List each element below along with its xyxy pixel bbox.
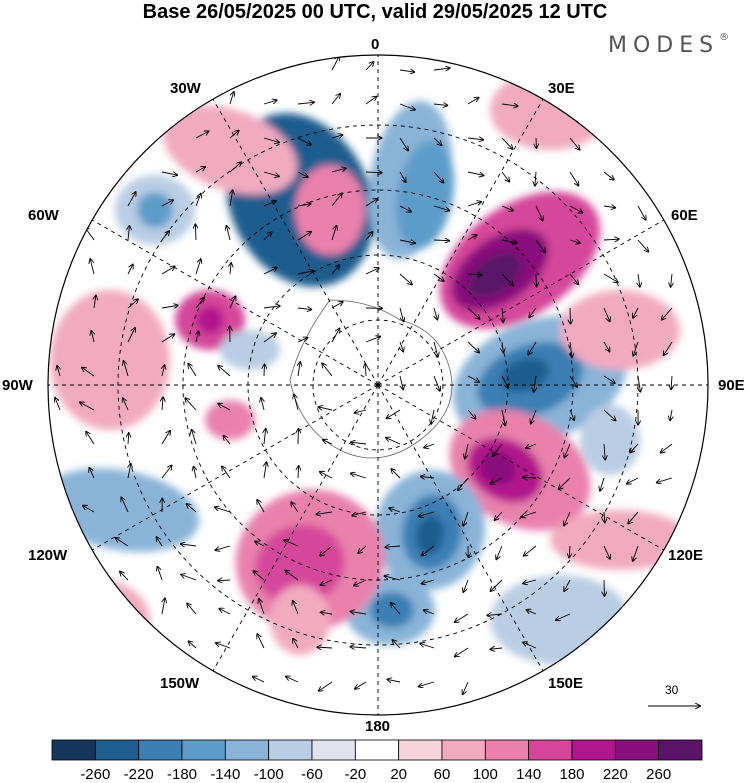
- colorbar-swatch: [94, 739, 140, 761]
- lon-label-90e: 90E: [718, 377, 745, 394]
- colorbar-swatch: [571, 739, 616, 761]
- colorbar-swatch: [181, 739, 226, 761]
- colorbar-tick-label: -100: [253, 766, 284, 783]
- lon-label-150w: 150W: [160, 675, 200, 692]
- colorbar-tick-label: -20: [344, 766, 367, 783]
- lon-label-60e: 60E: [671, 207, 698, 224]
- colorbar-swatch: [614, 739, 660, 761]
- lon-label-120e: 120E: [668, 547, 704, 564]
- brand-text: MODES: [608, 33, 720, 58]
- colorbar-tick-label: 60: [433, 766, 451, 783]
- lon-label-30e: 30E: [548, 80, 575, 97]
- colorbar-tick-label: -140: [210, 766, 241, 783]
- lon-label-150e: 150E: [548, 675, 584, 692]
- lon-label-0: 0: [371, 36, 380, 53]
- colorbar-swatch: [311, 739, 356, 761]
- colorbar-swatch: [51, 739, 96, 761]
- colorbar-swatch: [528, 739, 573, 761]
- colorbar-tick-label: -220: [123, 766, 154, 783]
- lon-label-30w: 30W: [170, 80, 201, 97]
- colorbar-swatch: [224, 739, 270, 761]
- colorbar-swatch: [354, 739, 400, 761]
- colorbar-swatch: [441, 739, 486, 761]
- lon-label-120w: 120W: [28, 547, 68, 564]
- colorbar-tick-label: 220: [602, 766, 628, 783]
- reference-vector-label: 30: [665, 683, 679, 697]
- colorbar-tick-label: 100: [472, 766, 498, 783]
- colorbar-tick-label: 140: [516, 766, 542, 783]
- colorbar-swatch: [658, 739, 703, 761]
- colorbar-swatch: [138, 739, 183, 761]
- colorbar-swatch: [484, 739, 530, 761]
- colorbar-tick-label: 180: [559, 766, 585, 783]
- colorbar-swatch: [398, 739, 443, 761]
- colorbar-tick-label: -260: [80, 766, 111, 783]
- anomaly-field: [48, 55, 708, 715]
- colorbar: [51, 739, 703, 761]
- chart-title: Base 26/05/2025 00 UTC, valid 29/05/2025…: [142, 1, 608, 23]
- colorbar-tick-label: -60: [301, 766, 323, 783]
- colorbar-tick-label: -180: [166, 766, 198, 783]
- colorbar-swatch: [268, 739, 313, 761]
- colorbar-tick-label: 260: [646, 766, 672, 783]
- colorbar-tick-label: 20: [390, 766, 407, 783]
- lon-label-90w: 90W: [2, 377, 33, 394]
- modes-logo: MODES®: [608, 31, 730, 58]
- lon-label-180: 180: [365, 718, 391, 735]
- lon-label-60w: 60W: [28, 207, 59, 224]
- registered-mark: ®: [719, 31, 730, 43]
- map-border: [47, 54, 709, 716]
